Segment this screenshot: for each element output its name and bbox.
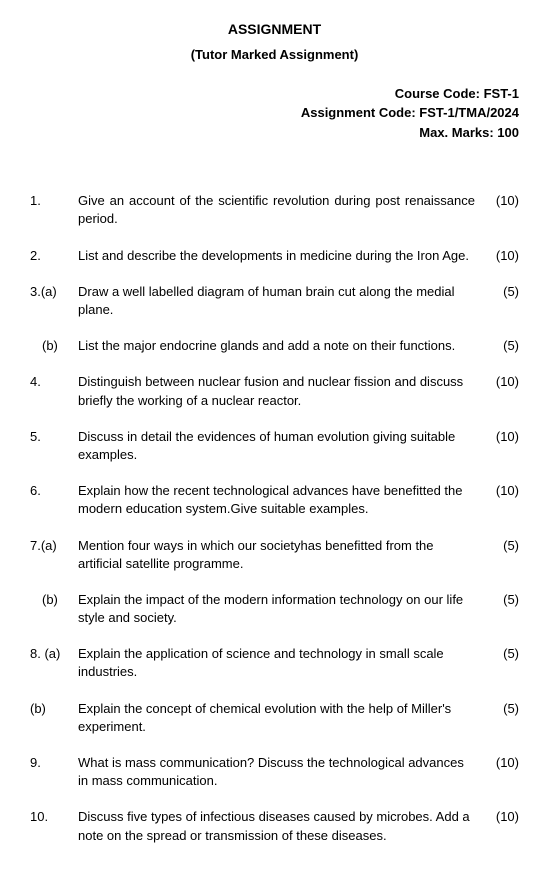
question-number: (b) (30, 591, 78, 609)
questions-list: 1. Give an account of the scientific rev… (30, 192, 519, 845)
question-number: 9. (30, 754, 78, 772)
question-row: (b) Explain the concept of chemical evol… (30, 700, 519, 736)
question-text: Explain how the recent technological adv… (78, 482, 483, 518)
question-text: List and describe the developments in me… (78, 247, 483, 265)
assignment-code: Assignment Code: FST-1/TMA/2024 (30, 103, 519, 123)
question-row: 5. Discuss in detail the evidences of hu… (30, 428, 519, 464)
question-text: List the major endocrine glands and add … (78, 337, 483, 355)
question-row: 9. What is mass communication? Discuss t… (30, 754, 519, 790)
question-number: 10. (30, 808, 78, 826)
question-marks: (10) (483, 373, 519, 391)
title: ASSIGNMENT (30, 20, 519, 40)
question-marks: (5) (483, 537, 519, 555)
question-text: Discuss five types of infectious disease… (78, 808, 483, 844)
question-number: 7.(a) (30, 537, 78, 555)
question-text: Draw a well labelled diagram of human br… (78, 283, 483, 319)
question-row: (b) List the major endocrine glands and … (30, 337, 519, 355)
question-marks: (10) (483, 192, 519, 210)
question-row: 8. (a) Explain the application of scienc… (30, 645, 519, 681)
question-row: 10. Discuss five types of infectious dis… (30, 808, 519, 844)
question-text: Mention four ways in which our societyha… (78, 537, 483, 573)
question-text: Distinguish between nuclear fusion and n… (78, 373, 483, 409)
question-number: 5. (30, 428, 78, 446)
question-number: 6. (30, 482, 78, 500)
question-row: 6. Explain how the recent technological … (30, 482, 519, 518)
question-number: (b) (30, 700, 78, 718)
question-marks: (10) (483, 428, 519, 446)
question-number: (b) (30, 337, 78, 355)
question-marks: (10) (483, 754, 519, 772)
question-row: (b) Explain the impact of the modern inf… (30, 591, 519, 627)
question-marks: (10) (483, 808, 519, 826)
question-text: Give an account of the scientific revolu… (78, 192, 483, 228)
question-row: 1. Give an account of the scientific rev… (30, 192, 519, 228)
meta-block: Course Code: FST-1 Assignment Code: FST-… (30, 84, 519, 143)
question-text: Discuss in detail the evidences of human… (78, 428, 483, 464)
question-marks: (5) (483, 591, 519, 609)
question-text: Explain the impact of the modern informa… (78, 591, 483, 627)
course-code: Course Code: FST-1 (30, 84, 519, 104)
question-marks: (10) (483, 482, 519, 500)
question-marks: (5) (483, 337, 519, 355)
question-marks: (5) (483, 283, 519, 301)
question-marks: (5) (483, 645, 519, 663)
document-header: ASSIGNMENT (Tutor Marked Assignment) (30, 20, 519, 64)
question-marks: (10) (483, 247, 519, 265)
question-row: 4. Distinguish between nuclear fusion an… (30, 373, 519, 409)
question-text: Explain the application of science and t… (78, 645, 483, 681)
question-number: 1. (30, 192, 78, 210)
max-marks: Max. Marks: 100 (30, 123, 519, 143)
question-number: 3.(a) (30, 283, 78, 301)
subtitle: (Tutor Marked Assignment) (30, 46, 519, 64)
question-number: 8. (a) (30, 645, 78, 663)
question-text: Explain the concept of chemical evolutio… (78, 700, 483, 736)
question-number: 2. (30, 247, 78, 265)
question-row: 2. List and describe the developments in… (30, 247, 519, 265)
question-text: What is mass communication? Discuss the … (78, 754, 483, 790)
question-marks: (5) (483, 700, 519, 718)
question-row: 7.(a) Mention four ways in which our soc… (30, 537, 519, 573)
question-number: 4. (30, 373, 78, 391)
question-row: 3.(a) Draw a well labelled diagram of hu… (30, 283, 519, 319)
